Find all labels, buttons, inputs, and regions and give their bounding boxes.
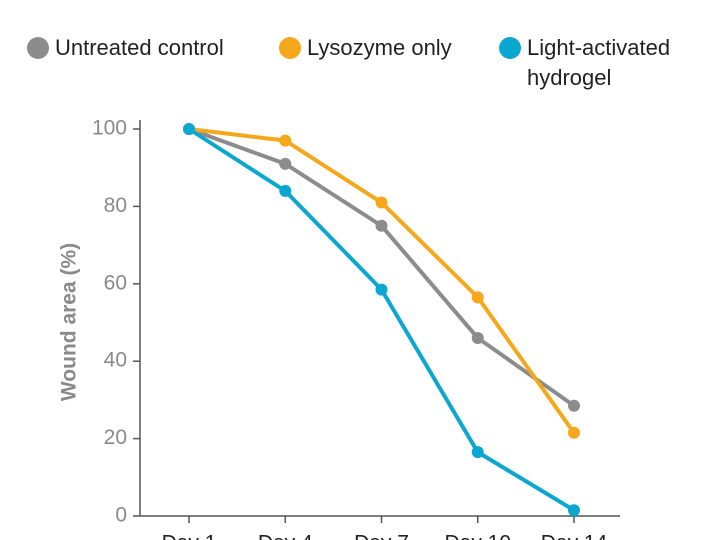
x-tick-label: Day 10 (444, 532, 511, 540)
legend-marker (279, 37, 301, 59)
data-point (279, 184, 292, 197)
legend-label: Light-activated hydrogel (527, 35, 671, 90)
data-point (183, 123, 195, 135)
legend-marker (27, 37, 49, 59)
x-tick-label: Day 14 (541, 532, 608, 540)
legend-label: Lysozyme only (307, 35, 452, 60)
legend-item: Lysozyme only (279, 33, 499, 63)
legend-label: Untreated control (55, 35, 224, 60)
data-point (568, 399, 580, 412)
data-point (375, 196, 388, 209)
data-point (471, 446, 484, 459)
legend-item: Light-activated hydrogel (499, 33, 689, 93)
legend-marker (499, 37, 521, 59)
y-tick-label: 80 (104, 194, 127, 217)
data-point (471, 291, 484, 304)
y-axis-label: Wound area (%) (58, 243, 81, 401)
data-point (375, 283, 388, 296)
series-line (188, 127, 576, 434)
legend-item: Untreated control (27, 33, 287, 63)
x-tick-label: Day 4 (258, 532, 313, 540)
y-tick-label: 0 (115, 504, 127, 527)
x-tick-label: Day 7 (354, 532, 409, 540)
series-line (187, 127, 576, 512)
data-point (279, 157, 292, 170)
data-point (568, 504, 580, 517)
data-point (471, 331, 484, 344)
x-tick-label: Day 1 (162, 532, 217, 540)
y-tick-label: 20 (104, 426, 127, 449)
y-tick-label: 100 (92, 117, 127, 140)
data-point (279, 134, 292, 147)
data-point (375, 219, 388, 232)
data-point (568, 426, 580, 439)
series-line (188, 127, 576, 408)
y-tick-label: 40 (104, 349, 127, 372)
y-tick-label: 60 (104, 271, 127, 294)
